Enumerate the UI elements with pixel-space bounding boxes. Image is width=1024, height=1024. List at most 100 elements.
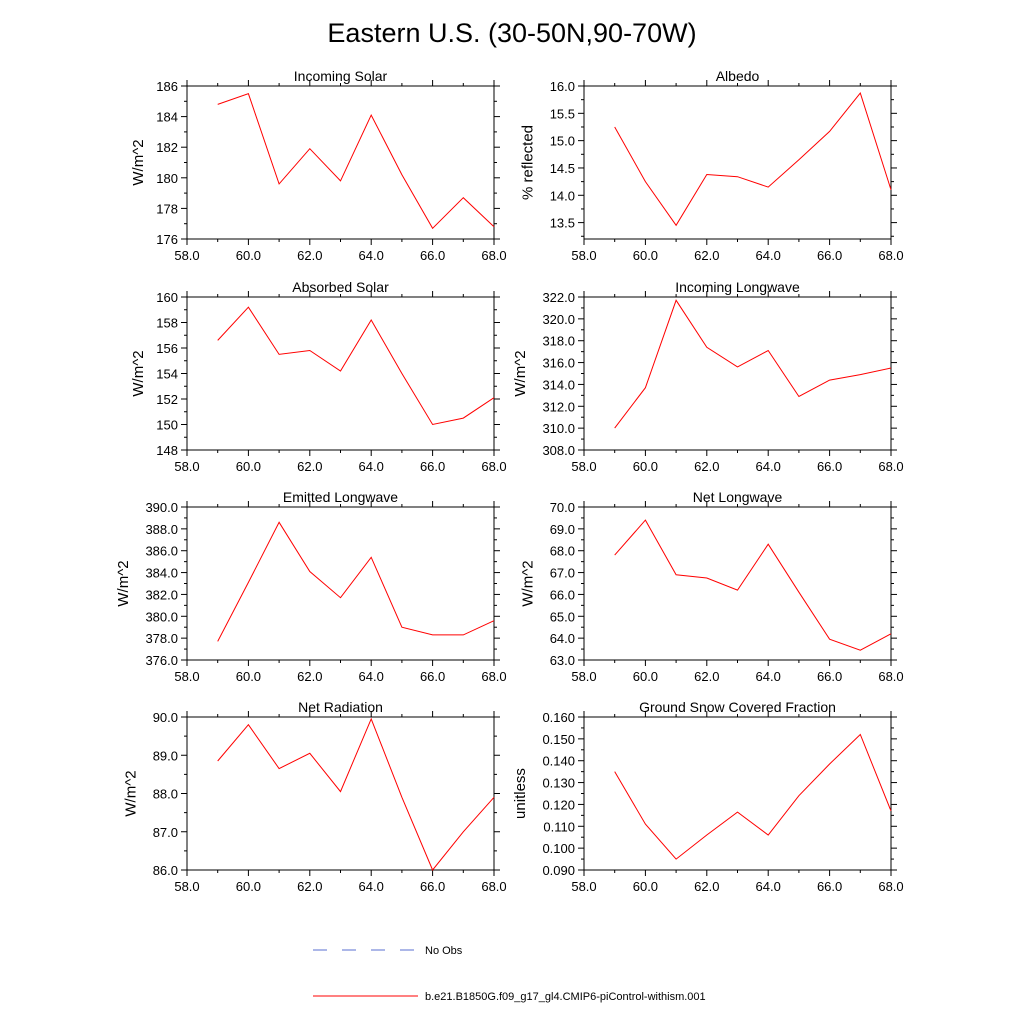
y-tick-label: 158 xyxy=(156,316,178,331)
y-tick-label: 0.130 xyxy=(542,776,575,791)
x-tick-label: 64.0 xyxy=(756,459,781,474)
y-tick-label: 14.0 xyxy=(550,188,575,203)
y-tick-label: 312.0 xyxy=(542,399,575,414)
y-tick-label: 67.0 xyxy=(550,566,575,581)
x-tick-label: 58.0 xyxy=(571,248,596,263)
legend: No Obs b.e21.B1850G.f09_g17_gl4.CMIP6-pi… xyxy=(313,945,706,1003)
x-tick-label: 66.0 xyxy=(817,248,842,263)
x-tick-label: 62.0 xyxy=(297,248,322,263)
x-tick-label: 62.0 xyxy=(694,879,719,894)
series-line-1 xyxy=(614,519,892,651)
x-tick-label: 64.0 xyxy=(359,248,384,263)
y-axis-label: W/m^2 xyxy=(519,560,536,606)
series-line-1 xyxy=(614,733,892,860)
x-tick-label: 68.0 xyxy=(878,669,903,684)
x-tick-label: 60.0 xyxy=(236,669,261,684)
series-line-1 xyxy=(217,521,495,642)
y-tick-label: 314.0 xyxy=(542,377,575,392)
y-tick-label: 184 xyxy=(156,110,178,125)
y-tick-label: 69.0 xyxy=(550,522,575,537)
x-tick-label: 58.0 xyxy=(174,459,199,474)
panel-title: Incoming Longwave xyxy=(675,279,800,295)
x-tick-label: 66.0 xyxy=(817,879,842,894)
x-tick-label: 60.0 xyxy=(633,879,658,894)
y-tick-label: 0.120 xyxy=(542,797,575,812)
x-tick-label: 62.0 xyxy=(694,669,719,684)
y-tick-label: 0.090 xyxy=(542,863,575,878)
x-tick-label: 68.0 xyxy=(878,879,903,894)
x-tick-label: 64.0 xyxy=(359,459,384,474)
y-tick-label: 308.0 xyxy=(542,443,575,458)
panel-6: 63.0 64.0 65.0 66.0 67.0 68.0 69.0 70.0 58.0 60.0… xyxy=(519,489,903,684)
y-tick-label: 378.0 xyxy=(145,631,178,646)
x-tick-label: 58.0 xyxy=(174,248,199,263)
y-tick-label: 390.0 xyxy=(145,500,178,515)
x-tick-label: 60.0 xyxy=(633,459,658,474)
x-tick-label: 58.0 xyxy=(174,669,199,684)
y-tick-label: 180 xyxy=(156,171,178,186)
x-tick-label: 66.0 xyxy=(817,669,842,684)
y-tick-label: 0.100 xyxy=(542,841,575,856)
y-tick-label: 15.5 xyxy=(550,106,575,121)
plot-frame xyxy=(583,716,892,871)
y-tick-label: 70.0 xyxy=(550,500,575,515)
x-tick-label: 58.0 xyxy=(571,879,596,894)
panel-title: Ground Snow Covered Fraction xyxy=(639,699,836,715)
y-tick-label: 388.0 xyxy=(145,522,178,537)
y-tick-label: 88.0 xyxy=(153,787,178,802)
y-tick-label: 0.110 xyxy=(543,819,575,834)
y-tick-label: 318.0 xyxy=(542,334,575,349)
series-line-1 xyxy=(614,92,892,227)
x-tick-label: 62.0 xyxy=(297,879,322,894)
x-tick-label: 58.0 xyxy=(571,459,596,474)
y-axis-label: W/m^2 xyxy=(115,560,132,606)
y-tick-label: 316.0 xyxy=(542,356,575,371)
y-axis-label: W/m^2 xyxy=(130,139,147,185)
y-tick-label: 322.0 xyxy=(542,290,575,305)
y-tick-label: 150 xyxy=(156,418,178,433)
y-tick-label: 64.0 xyxy=(550,631,575,646)
panel-7: 86.0 87.0 88.0 89.0 90.0 58.0 60.0 62.0 64.0 66.0… xyxy=(122,699,506,894)
y-tick-label: 160 xyxy=(156,290,178,305)
x-tick-label: 68.0 xyxy=(481,879,506,894)
y-tick-label: 14.5 xyxy=(550,161,575,176)
legend-label-no-obs: No Obs xyxy=(425,945,463,957)
y-tick-label: 382.0 xyxy=(145,587,178,602)
panel-title: Net Radiation xyxy=(298,699,383,715)
x-tick-label: 66.0 xyxy=(420,669,445,684)
x-tick-label: 66.0 xyxy=(420,248,445,263)
y-axis-label: W/m^2 xyxy=(512,350,529,396)
x-tick-label: 58.0 xyxy=(174,879,199,894)
legend-label-model: b.e21.B1850G.f09_g17_gl4.CMIP6-piControl… xyxy=(425,991,706,1003)
x-tick-label: 68.0 xyxy=(878,459,903,474)
panel-title: Incoming Solar xyxy=(294,68,388,84)
y-tick-label: 182 xyxy=(156,140,178,155)
y-tick-label: 176 xyxy=(156,232,178,247)
x-tick-label: 64.0 xyxy=(756,879,781,894)
plot-frame xyxy=(186,716,495,871)
x-tick-label: 64.0 xyxy=(756,669,781,684)
x-tick-label: 64.0 xyxy=(756,248,781,263)
plot-frame xyxy=(583,85,892,240)
y-tick-label: 89.0 xyxy=(153,748,178,763)
plot-frame xyxy=(186,506,495,661)
x-tick-label: 58.0 xyxy=(571,669,596,684)
y-tick-label: 310.0 xyxy=(542,421,575,436)
series-line-1 xyxy=(217,306,495,426)
panel-title: Albedo xyxy=(716,68,760,84)
x-tick-label: 62.0 xyxy=(694,248,719,263)
x-tick-label: 66.0 xyxy=(420,879,445,894)
x-tick-label: 60.0 xyxy=(236,248,261,263)
y-tick-label: 376.0 xyxy=(145,653,178,668)
x-tick-label: 68.0 xyxy=(481,669,506,684)
y-axis-label: % reflected xyxy=(519,125,536,200)
y-tick-label: 386.0 xyxy=(145,544,178,559)
series-line-1 xyxy=(217,717,495,871)
plot-frame xyxy=(186,85,495,240)
y-tick-label: 380.0 xyxy=(145,609,178,624)
x-tick-label: 66.0 xyxy=(817,459,842,474)
y-axis-label: W/m^2 xyxy=(130,350,147,396)
panel-title: Net Longwave xyxy=(693,489,783,505)
x-tick-label: 62.0 xyxy=(297,669,322,684)
y-tick-label: 86.0 xyxy=(153,863,178,878)
